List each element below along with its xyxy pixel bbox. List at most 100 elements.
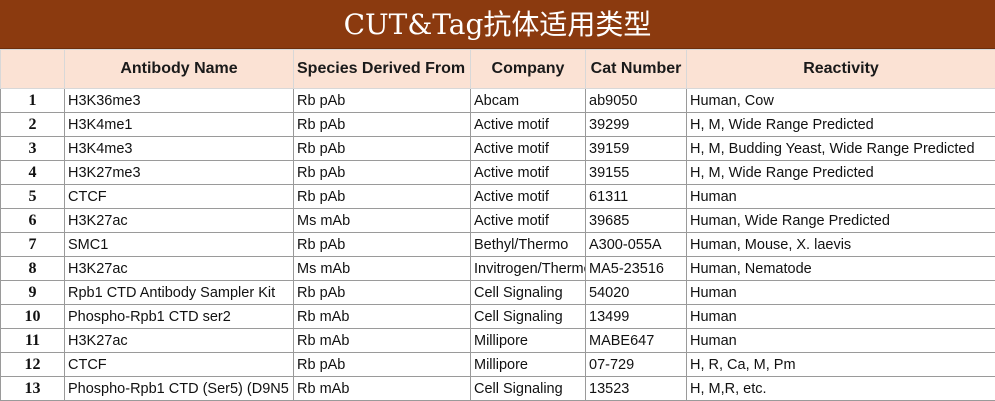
company-cell[interactable]: Bethyl/Thermo <box>470 232 586 257</box>
cat-number-cell[interactable]: MA5-23516 <box>585 256 687 281</box>
species-cell[interactable]: Rb mAb <box>293 328 471 353</box>
company-cell[interactable]: Active motif <box>470 184 586 209</box>
row-number-cell[interactable]: 10 <box>0 304 65 329</box>
species-cell[interactable]: Rb pAb <box>293 352 471 377</box>
company-cell[interactable]: Millipore <box>470 352 586 377</box>
row-number-cell[interactable]: 13 <box>0 376 65 401</box>
cat-number-cell[interactable]: 13499 <box>585 304 687 329</box>
cat-number-cell[interactable]: 39685 <box>585 208 687 233</box>
species-cell[interactable]: Ms mAb <box>293 256 471 281</box>
species-cell[interactable]: Rb pAb <box>293 88 471 113</box>
antibody-name-cell[interactable]: H3K27me3 <box>64 160 294 185</box>
table-row: 10 Phospho-Rpb1 CTD ser2 Rb mAb Cell Sig… <box>0 304 995 329</box>
row-number-cell[interactable]: 9 <box>0 280 65 305</box>
antibody-name-cell[interactable]: Phospho-Rpb1 CTD ser2 <box>64 304 294 329</box>
cat-number-cell[interactable]: MABE647 <box>585 328 687 353</box>
header-reactivity[interactable]: Reactivity <box>686 49 995 89</box>
company-cell[interactable]: Cell Signaling <box>470 304 586 329</box>
table-row: 11 H3K27ac Rb mAb Millipore MABE647 Huma… <box>0 328 995 353</box>
row-number-cell[interactable]: 6 <box>0 208 65 233</box>
row-number-cell[interactable]: 11 <box>0 328 65 353</box>
reactivity-cell[interactable]: H, M, Budding Yeast, Wide Range Predicte… <box>686 136 995 161</box>
table-row: 5 CTCF Rb pAb Active motif 61311 Human <box>0 184 995 209</box>
reactivity-cell[interactable]: H, M,R, etc. <box>686 376 995 401</box>
cat-number-cell[interactable]: 39155 <box>585 160 687 185</box>
species-cell[interactable]: Ms mAb <box>293 208 471 233</box>
antibody-name-cell[interactable]: SMC1 <box>64 232 294 257</box>
antibody-name-cell[interactable]: H3K4me3 <box>64 136 294 161</box>
table-row: 12 CTCF Rb pAb Millipore 07-729 H, R, Ca… <box>0 352 995 377</box>
species-cell[interactable]: Rb pAb <box>293 112 471 137</box>
reactivity-cell[interactable]: Human, Cow <box>686 88 995 113</box>
table-row: 13 Phospho-Rpb1 CTD (Ser5) (D9N5 Rb mAb … <box>0 376 995 401</box>
species-cell[interactable]: Rb mAb <box>293 304 471 329</box>
antibody-name-cell[interactable]: Phospho-Rpb1 CTD (Ser5) (D9N5 <box>64 376 294 401</box>
reactivity-cell[interactable]: Human, Nematode <box>686 256 995 281</box>
species-cell[interactable]: Rb pAb <box>293 136 471 161</box>
table-row: 3 H3K4me3 Rb pAb Active motif 39159 H, M… <box>0 136 995 161</box>
company-cell[interactable]: Active motif <box>470 136 586 161</box>
table-row: 9 Rpb1 CTD Antibody Sampler Kit Rb pAb C… <box>0 280 995 305</box>
company-cell[interactable]: Cell Signaling <box>470 280 586 305</box>
company-cell[interactable]: Abcam <box>470 88 586 113</box>
antibody-name-cell[interactable]: H3K27ac <box>64 256 294 281</box>
reactivity-cell[interactable]: Human, Mouse, X. laevis <box>686 232 995 257</box>
cat-number-cell[interactable]: A300-055A <box>585 232 687 257</box>
cat-number-cell[interactable]: 07-729 <box>585 352 687 377</box>
species-cell[interactable]: Rb pAb <box>293 232 471 257</box>
species-cell[interactable]: Rb pAb <box>293 160 471 185</box>
reactivity-cell[interactable]: Human, Wide Range Predicted <box>686 208 995 233</box>
header-cat-number[interactable]: Cat Number <box>585 49 687 89</box>
species-cell[interactable]: Rb mAb <box>293 376 471 401</box>
cat-number-cell[interactable]: 13523 <box>585 376 687 401</box>
company-cell[interactable]: Active motif <box>470 160 586 185</box>
table-title: CUT&Tag抗体适用类型 <box>0 0 995 49</box>
antibody-name-cell[interactable]: CTCF <box>64 352 294 377</box>
header-species[interactable]: Species Derived From <box>293 49 471 89</box>
antibody-name-cell[interactable]: CTCF <box>64 184 294 209</box>
header-row: Antibody Name Species Derived From Compa… <box>0 49 995 89</box>
cat-number-cell[interactable]: 61311 <box>585 184 687 209</box>
antibody-name-cell[interactable]: Rpb1 CTD Antibody Sampler Kit <box>64 280 294 305</box>
cat-number-cell[interactable]: 54020 <box>585 280 687 305</box>
species-cell[interactable]: Rb pAb <box>293 184 471 209</box>
header-company[interactable]: Company <box>470 49 586 89</box>
table-row: 1 H3K36me3 Rb pAb Abcam ab9050 Human, Co… <box>0 88 995 113</box>
reactivity-cell[interactable]: Human <box>686 280 995 305</box>
company-cell[interactable]: Active motif <box>470 112 586 137</box>
reactivity-cell[interactable]: H, M, Wide Range Predicted <box>686 160 995 185</box>
table-row: 2 H3K4me1 Rb pAb Active motif 39299 H, M… <box>0 112 995 137</box>
reactivity-cell[interactable]: H, M, Wide Range Predicted <box>686 112 995 137</box>
reactivity-cell[interactable]: Human <box>686 328 995 353</box>
row-number-cell[interactable]: 2 <box>0 112 65 137</box>
company-cell[interactable]: Invitrogen/Thermo <box>470 256 586 281</box>
row-number-cell[interactable]: 3 <box>0 136 65 161</box>
cat-number-cell[interactable]: 39299 <box>585 112 687 137</box>
table-row: 6 H3K27ac Ms mAb Active motif 39685 Huma… <box>0 208 995 233</box>
row-number-cell[interactable]: 1 <box>0 88 65 113</box>
cat-number-cell[interactable]: 39159 <box>585 136 687 161</box>
row-number-cell[interactable]: 7 <box>0 232 65 257</box>
table-row: 8 H3K27ac Ms mAb Invitrogen/Thermo MA5-2… <box>0 256 995 281</box>
row-number-cell[interactable]: 8 <box>0 256 65 281</box>
antibody-table: Antibody Name Species Derived From Compa… <box>0 49 995 401</box>
reactivity-cell[interactable]: Human <box>686 304 995 329</box>
company-cell[interactable]: Cell Signaling <box>470 376 586 401</box>
row-number-cell[interactable]: 12 <box>0 352 65 377</box>
header-antibody-name[interactable]: Antibody Name <box>64 49 294 89</box>
company-cell[interactable]: Millipore <box>470 328 586 353</box>
table-row: 7 SMC1 Rb pAb Bethyl/Thermo A300-055A Hu… <box>0 232 995 257</box>
reactivity-cell[interactable]: H, R, Ca, M, Pm <box>686 352 995 377</box>
row-number-cell[interactable]: 5 <box>0 184 65 209</box>
antibody-name-cell[interactable]: H3K27ac <box>64 328 294 353</box>
antibody-name-cell[interactable]: H3K27ac <box>64 208 294 233</box>
antibody-name-cell[interactable]: H3K4me1 <box>64 112 294 137</box>
species-cell[interactable]: Rb pAb <box>293 280 471 305</box>
reactivity-cell[interactable]: Human <box>686 184 995 209</box>
company-cell[interactable]: Active motif <box>470 208 586 233</box>
antibody-name-cell[interactable]: H3K36me3 <box>64 88 294 113</box>
cat-number-cell[interactable]: ab9050 <box>585 88 687 113</box>
header-row-number[interactable] <box>0 49 65 89</box>
row-number-cell[interactable]: 4 <box>0 160 65 185</box>
